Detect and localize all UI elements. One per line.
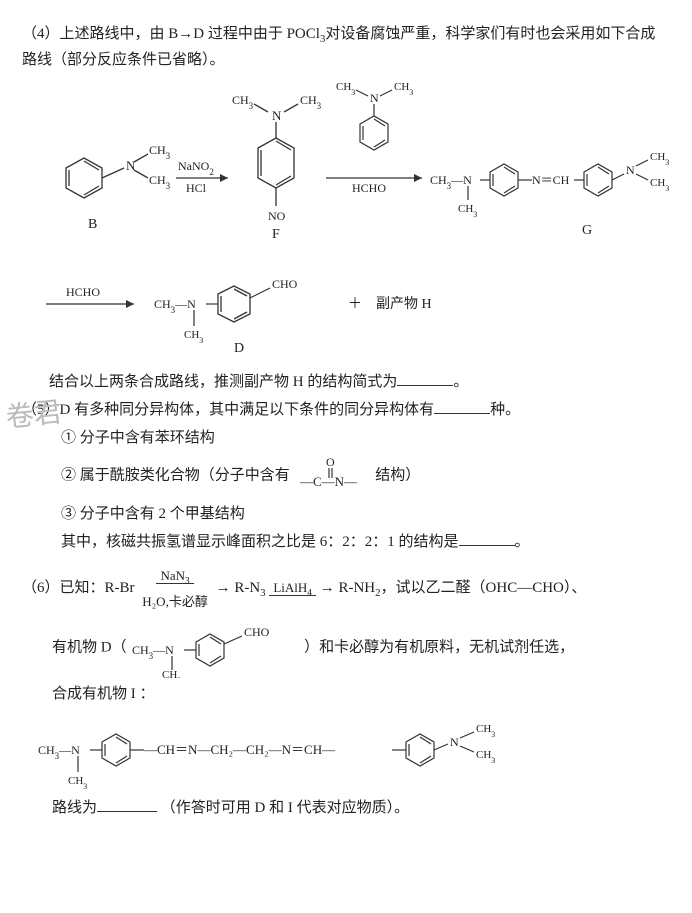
q4-period: 。 xyxy=(453,374,468,390)
scheme-row2: HCHO CH3—N CH3 CHO D ＋ 副产物 H xyxy=(36,254,670,364)
svg-text:N: N xyxy=(626,163,635,177)
q6-step1-bot: H₂O,卡必醇 xyxy=(138,594,212,609)
svg-text:CH3: CH3 xyxy=(336,81,355,97)
svg-text:CH3: CH3 xyxy=(162,669,181,678)
svg-text:CH3: CH3 xyxy=(476,723,495,739)
q4-intro: （4）上述路线中，由 B→D 过程中由于 POCl3对设备腐蚀严重，科学家们有时… xyxy=(22,22,670,72)
q5-tail: 种。 xyxy=(490,402,520,418)
svg-text:—C—N—: —C—N— xyxy=(299,474,358,489)
svg-text:CH3: CH3 xyxy=(232,93,254,111)
svg-text:G: G xyxy=(582,223,592,238)
q6-route-post: （作答时可用 D 和 I 代表对应物质）。 xyxy=(161,800,409,816)
svg-text:＋ 副产物 H: ＋ 副产物 H xyxy=(348,296,432,312)
svg-text:CH3: CH3 xyxy=(149,143,171,161)
structure-i: CH3—N CH3 —CH＝N—CH₂—CH₂—N＝CH— N CH3 CH3 xyxy=(36,712,670,790)
svg-text:F: F xyxy=(272,227,280,242)
svg-text:HCHO: HCHO xyxy=(352,181,386,195)
q5-nmr-text: 其中，核磁共振氢谱显示峰面积之比是 6：2：2：1 的结构是 xyxy=(61,534,459,550)
svg-text:CH3: CH3 xyxy=(149,173,171,191)
svg-text:N: N xyxy=(272,108,282,123)
q5-c2: ② 属于酰胺类化合物（分子中含有 O —C—N— 结构） xyxy=(61,454,670,498)
q5-c3: ③ 分子中含有 2 个甲基结构 xyxy=(61,502,670,526)
svg-text:CHO: CHO xyxy=(244,625,270,639)
q5-lead: （5）D 有多种同分异构体，其中满足以下条件的同分异构体有 种。 xyxy=(22,398,670,422)
q4-combine-text: 结合以上两条合成路线，推测副产物 H 的结构简式为 xyxy=(49,374,397,390)
amide-inline: O —C—N— xyxy=(298,454,368,498)
q5-lead-text: （5）D 有多种同分异构体，其中满足以下条件的同分异构体有 xyxy=(22,402,434,418)
svg-text:CH3: CH3 xyxy=(476,749,495,765)
q5-nmr: 其中，核磁共振氢谱显示峰面积之比是 6：2：2：1 的结构是 。 xyxy=(61,530,670,554)
svg-text:CH3: CH3 xyxy=(458,203,477,219)
q6-d-pre: 有机物 D（ xyxy=(52,639,127,655)
structure-d-inline: CH3—N CH3 CHO xyxy=(130,618,300,678)
svg-text:CH3: CH3 xyxy=(650,151,669,167)
svg-text:N＝CH: N＝CH xyxy=(532,173,570,187)
svg-text:CHO: CHO xyxy=(272,277,298,291)
svg-text:NO: NO xyxy=(268,209,286,223)
svg-text:O: O xyxy=(326,455,335,469)
q6-mid1: R-N3 xyxy=(234,580,265,596)
svg-text:CH3: CH3 xyxy=(184,329,203,345)
q6-lead: （6）已知：R-Br xyxy=(22,580,135,596)
svg-text:D: D xyxy=(234,341,244,356)
q6-prod: R-NH2 xyxy=(338,580,380,596)
svg-text:N: N xyxy=(370,91,379,105)
q5-c1: ① 分子中含有苯环结构 xyxy=(61,426,670,450)
scheme-row1: N CH3 CH3 B NaNO2 HCl N CH3 CH3 NO F N C… xyxy=(36,78,670,248)
q5-c2b: 结构） xyxy=(375,468,420,484)
q6-route-pre: 路线为 xyxy=(52,800,97,816)
svg-text:CH3: CH3 xyxy=(650,177,669,193)
q5-period: 。 xyxy=(515,534,530,550)
svg-text:B: B xyxy=(88,217,97,232)
svg-text:CH3: CH3 xyxy=(300,93,322,111)
q6-tail1: ，试以乙二醛（OHC—CHO）、 xyxy=(381,580,587,596)
blank-h[interactable] xyxy=(397,370,453,386)
svg-text:CH3: CH3 xyxy=(68,775,87,790)
q6-d-post: ）和卡必醇为有机原料，无机试剂任选， xyxy=(304,639,574,655)
q6-route: 路线为 （作答时可用 D 和 I 代表对应物质）。 xyxy=(52,796,670,820)
q6-step2-top: LiAlH4 xyxy=(269,580,316,596)
svg-text:HCl: HCl xyxy=(186,181,207,195)
svg-text:HCHO: HCHO xyxy=(66,285,100,299)
q6-step1-top: NaN3 xyxy=(156,568,193,584)
svg-text:CH3—N: CH3—N xyxy=(154,297,196,315)
blank-count[interactable] xyxy=(434,398,490,414)
q6-make: 合成有机物 I ： xyxy=(52,682,670,706)
svg-text:CH3: CH3 xyxy=(394,81,413,97)
q6-known: （6）已知：R-Br NaN3 H₂O,卡必醇 → R-N3 LiAlH4 → … xyxy=(22,564,670,614)
svg-text:CH3—N: CH3—N xyxy=(132,643,174,661)
q6-d-line: 有机物 D（ CH3—N CH3 CHO ）和卡必醇为有机原料，无机试剂任选， xyxy=(52,618,670,678)
svg-text:CH3—N: CH3—N xyxy=(430,173,472,191)
svg-text:CH3—N: CH3—N xyxy=(38,743,80,761)
q5-c2a: ② 属于酰胺类化合物（分子中含有 xyxy=(61,468,290,484)
blank-nmr[interactable] xyxy=(459,530,515,546)
blank-route[interactable] xyxy=(97,796,157,812)
q4-combine: 结合以上两条合成路线，推测副产物 H 的结构简式为 。 xyxy=(22,370,670,394)
svg-text:N: N xyxy=(450,735,459,749)
svg-text:NaNO2: NaNO2 xyxy=(178,159,214,177)
q4-prefix: （4）上述路线中，由 B→D 过程中由于 POCl xyxy=(22,26,320,42)
svg-text:—CH＝N—CH₂—CH₂—N＝CH—: —CH＝N—CH₂—CH₂—N＝CH— xyxy=(143,742,336,757)
